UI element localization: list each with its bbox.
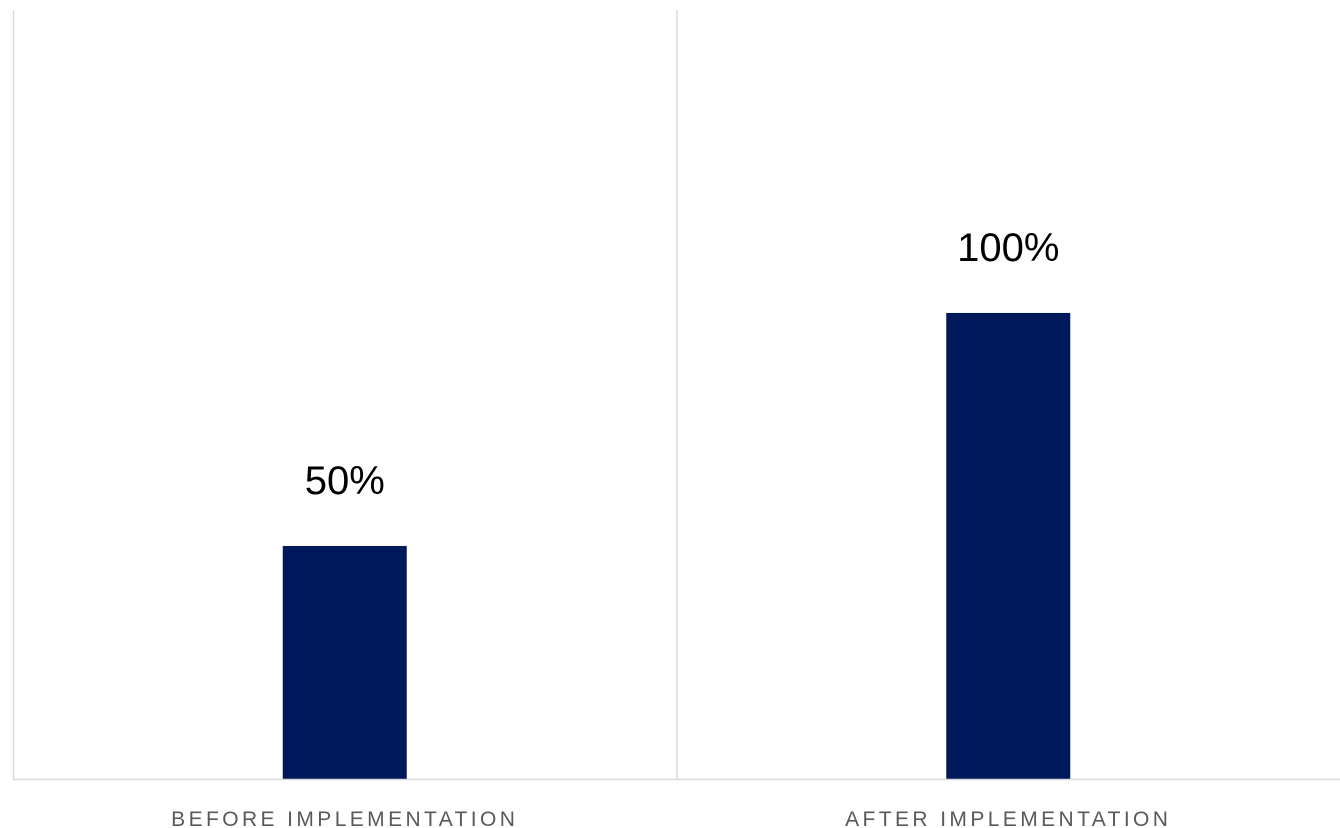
data-labels: 50% 100% xyxy=(305,226,1060,503)
category-label-1: AFTER IMPLEMENTATION xyxy=(845,808,1171,828)
category-dividers xyxy=(12,10,678,779)
category-labels: BEFORE IMPLEMENTATION AFTER IMPLEMENTATIO… xyxy=(171,808,1171,828)
bars xyxy=(282,312,1071,779)
category-label-0: BEFORE IMPLEMENTATION xyxy=(171,808,518,828)
bar-0 xyxy=(282,545,407,779)
bar-1 xyxy=(946,312,1071,779)
data-label-0: 50% xyxy=(305,459,385,503)
data-label-1: 100% xyxy=(957,226,1059,270)
